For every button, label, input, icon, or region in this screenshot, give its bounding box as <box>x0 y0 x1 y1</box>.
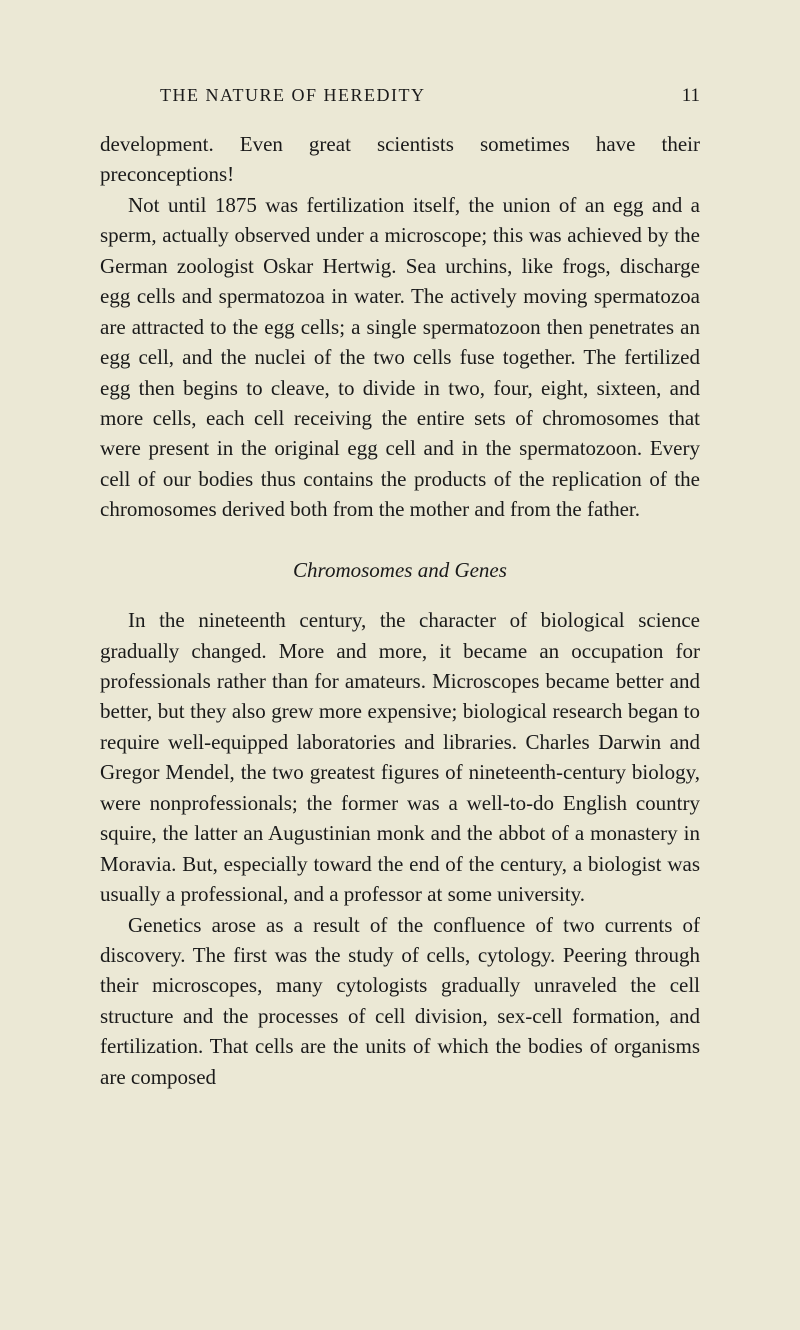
page-header: THE NATURE OF HEREDITY 11 <box>100 85 700 107</box>
page-body: development. Even great scientists somet… <box>100 129 700 1092</box>
paragraph-1: development. Even great scientists somet… <box>100 129 700 190</box>
paragraph-2: Not until 1875 was fertilization itself,… <box>100 190 700 525</box>
paragraph-3: In the nineteenth century, the character… <box>100 605 700 909</box>
paragraph-4: Genetics arose as a result of the conflu… <box>100 910 700 1093</box>
section-heading: Chromosomes and Genes <box>100 555 700 585</box>
running-title: THE NATURE OF HEREDITY <box>160 85 425 106</box>
page-number: 11 <box>682 85 700 107</box>
